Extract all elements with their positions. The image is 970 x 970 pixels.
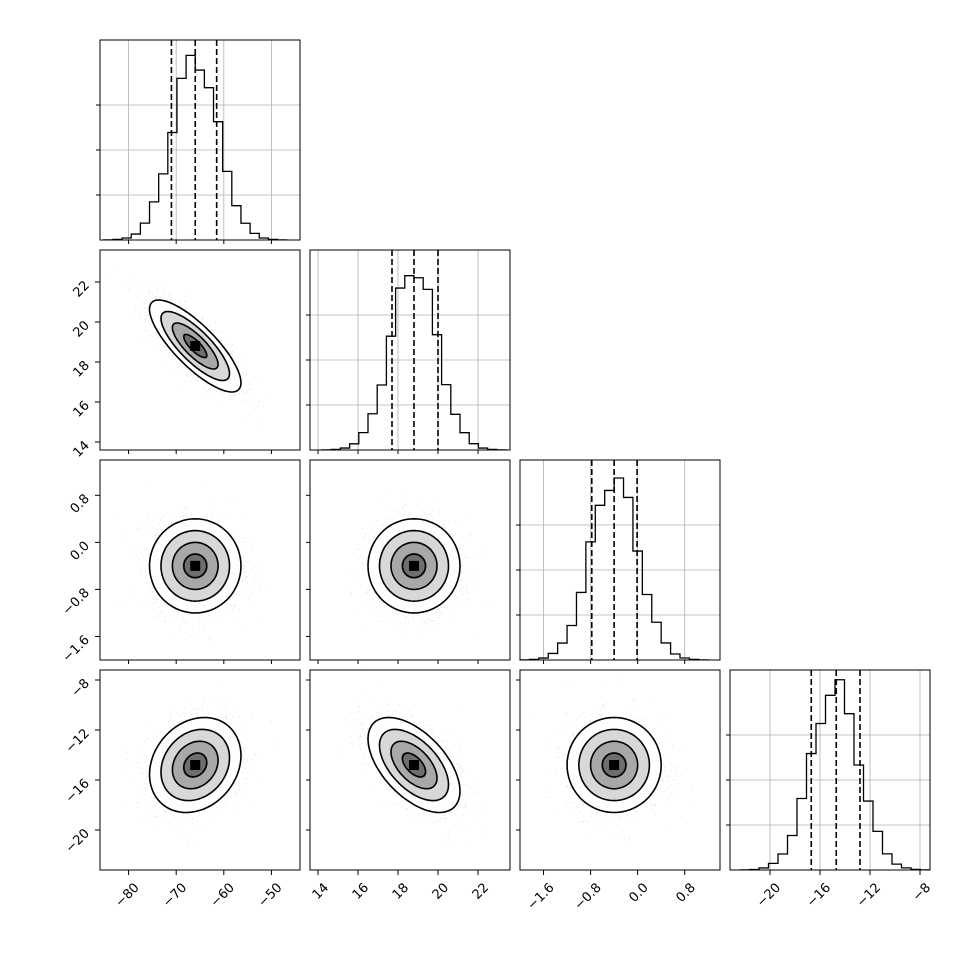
panel-frame [309,249,511,451]
panel-frame [519,669,721,871]
contour-0 [182,333,208,359]
scatter-panel-1-0 [99,249,301,451]
contour-0 [182,752,208,778]
contour-0 [182,553,208,579]
y-tick-label: −20 [63,826,93,856]
contour-2 [160,728,231,802]
contour-3 [367,716,461,814]
contour-3 [148,716,242,814]
contour-3 [566,716,663,814]
contour-3 [367,517,461,614]
y-tick-label: 22 [71,278,93,300]
contour-1 [390,740,438,790]
peak-bin [609,760,620,770]
scatter-panel-3-1 [309,669,511,871]
x-tick-label: 0.0 [626,880,651,905]
x-tick-label: −1.6 [525,880,558,913]
panel-frame [519,459,721,661]
contour-1 [390,541,438,591]
x-tick-label: 18 [390,880,412,902]
contour-2 [160,310,231,382]
contour-1 [171,541,219,591]
x-tick-label: −12 [854,880,884,910]
contour-2 [378,529,450,603]
x-tick-label: 20 [430,880,452,902]
panel-frame [99,669,301,871]
y-tick-label: 20 [71,318,93,340]
panel-frame [309,669,511,871]
panel-frame [309,459,511,661]
x-tick-label: −80 [113,880,143,910]
x-tick-label: −50 [255,880,285,910]
x-tick-label: −60 [208,880,238,910]
y-tick-label: 0.8 [68,492,93,517]
x-tick-label: −20 [754,880,784,910]
contour-1 [171,740,219,790]
y-tick-label: −8 [69,676,93,700]
hist-panel-0 [96,39,301,241]
histogram-3 [739,679,931,871]
hist-panel-2 [516,459,721,661]
contour-1 [589,740,639,790]
y-tick-label: −12 [63,726,93,756]
scatter-panel-2-0 [99,459,301,661]
scatter-panel-3-0 [99,669,301,871]
contour-0 [401,553,427,579]
hist-panel-1 [306,249,511,451]
histogram-2 [519,477,709,661]
y-tick-label: −1.6 [60,633,93,666]
x-tick-label: −8 [910,880,934,904]
contour-2 [160,529,231,603]
x-tick-label: −70 [160,880,190,910]
y-tick-label: 14 [71,438,93,460]
contour-1 [171,322,219,370]
contour-3 [148,517,242,614]
y-tick-label: −0.8 [60,586,93,619]
x-tick-label: −16 [804,880,834,910]
peak-bin [409,760,419,770]
x-tick-label: 22 [470,880,492,902]
y-tick-label: 16 [71,398,93,420]
y-tick-label: −16 [63,776,93,806]
contour-2 [577,728,651,802]
peak-bin [190,560,201,571]
panel-frame [729,669,931,871]
hist-panel-3 [726,669,931,871]
contour-2 [378,728,450,802]
peak-bin [409,560,419,571]
x-tick-label: −0.8 [572,880,605,913]
histogram-1 [321,275,507,451]
contour-0 [401,752,427,778]
x-tick-label: 14 [310,880,332,902]
contour-0 [601,752,627,778]
x-tick-label: 16 [350,880,372,902]
panel-frame [99,459,301,661]
scatter-panel-3-2 [519,669,721,871]
peak-bin [190,760,201,770]
x-tick-label: 0.8 [674,880,699,905]
panel-frame [99,39,301,241]
panel-frame [99,249,301,451]
scatter-panel-2-1 [309,459,511,661]
y-tick-label: 0.0 [68,539,93,564]
contour-3 [148,299,242,393]
y-tick-label: 18 [71,358,93,380]
peak-bin [190,341,201,351]
